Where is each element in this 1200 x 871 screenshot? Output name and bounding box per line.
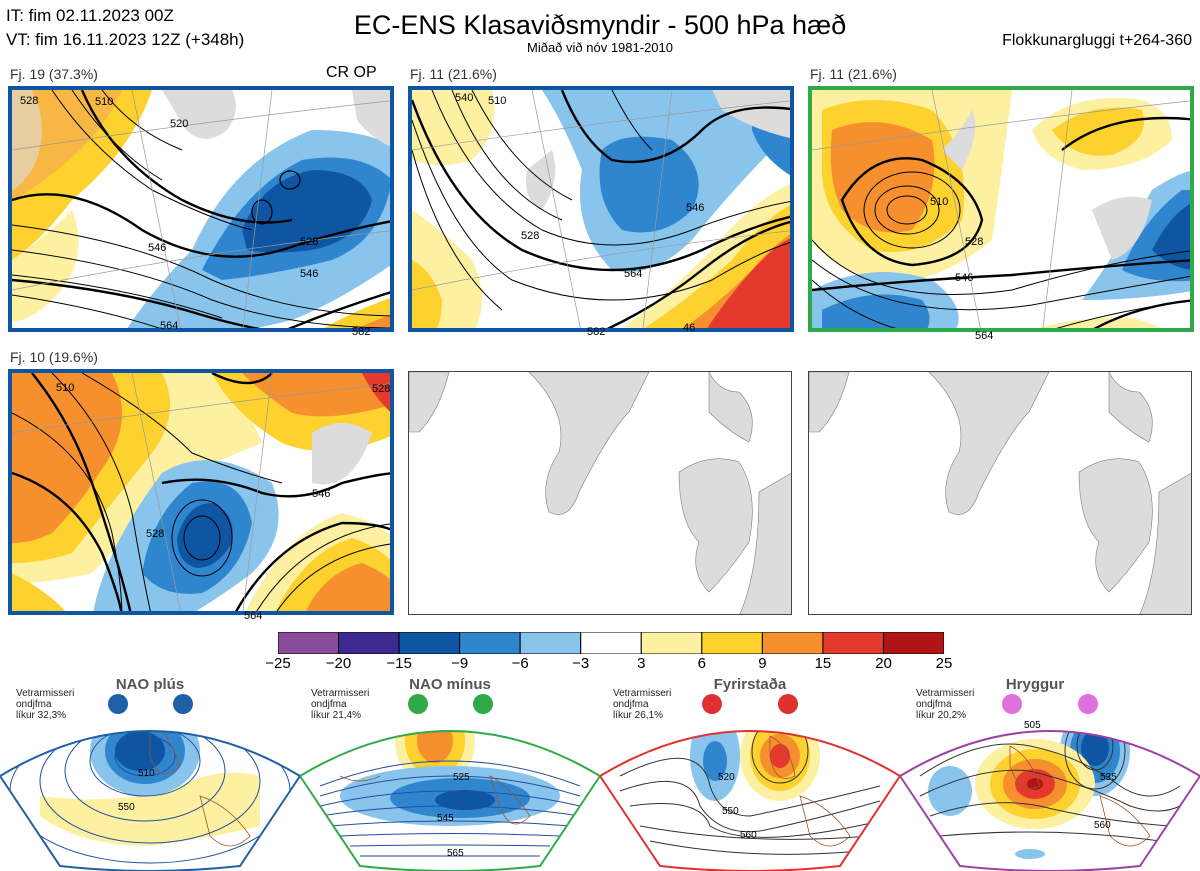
colorbar-tick-label: 15 [814,655,832,672]
contour-label: 582 [587,326,606,338]
colorbar-swatch [338,632,400,654]
colorbar-tick-label: 3 [637,655,646,672]
colorbar-tick-label: −25 [265,655,291,672]
regime-3-marker [778,694,798,714]
colorbar-tick-label: −6 [511,655,529,672]
regime-3-info: Vetrarmisseri ondjfma líkur 26,1% [613,688,672,721]
regime-4-marker [1002,694,1022,714]
cluster-3-map [808,86,1194,332]
colorbar-swatch [822,632,884,654]
contour-label: 546 [955,272,974,284]
regime-3-marker [702,694,722,714]
colorbar-swatch [519,632,582,654]
page-title: EC-ENS Klasaviðsmyndir - 500 hPa hæð [353,10,847,40]
colorbar [278,632,944,654]
regime-4-info: Vetrarmisseri ondjfma líkur 20,2% [916,688,975,721]
contour-label: 546 [686,202,705,214]
regime-3-title: Fyrirstaða [713,676,787,693]
valid-time: VT: fim 16.11.2023 12Z (+348h) [6,30,245,49]
regime-contour-label: 550 [118,802,135,813]
regime-contour-label: 560 [740,830,757,841]
colorbar-swatch [278,632,340,654]
regime-1-title: NAO plús [115,676,185,693]
cluster-3-label: Fj. 11 (21.6%) [810,66,897,82]
contour-label: 546 [148,242,167,254]
contour-label: 582 [352,326,371,338]
contour-label: 528 [965,236,984,248]
contour-label: 520 [170,118,189,130]
contour-label: 564 [244,610,263,622]
regime-contour-label: 565 [447,848,464,859]
regime-ridge [900,694,1200,871]
regime-2-marker [473,694,493,714]
colorbar-tick-label: −3 [572,655,590,672]
regime-nao-plus [0,694,300,871]
regime-2-info: Vetrarmisseri ondjfma líkur 21,4% [311,688,370,721]
contour-label: 540 [455,92,474,104]
regime-contour-label: 510 [138,768,155,779]
empty-map-1 [408,371,792,615]
cluster-2-map [408,86,794,332]
contour-label: 510 [488,95,507,107]
colorbar-swatch [640,632,703,654]
contour-label: 564 [975,330,994,342]
contour-label: 528 [521,230,540,242]
regime-blocking [600,694,900,871]
colorbar-swatch [398,632,461,654]
regime-nao-minus [300,694,600,871]
regime-4-title: Hryggur [1005,676,1065,693]
colorbar-tick-label: −15 [386,655,412,672]
colorbar-tick-label: 9 [758,655,767,672]
contour-label: 528 [146,528,165,540]
regime-contour-label: 520 [718,772,735,783]
regime-contour-label: 545 [437,813,454,824]
colorbar-tick-label: −9 [451,655,469,672]
colorbar-swatch [580,632,642,654]
cluster-1-map [8,86,394,332]
regime-2-marker [408,694,428,714]
regime-contour-label: 525 [453,772,470,783]
empty-map-2 [808,371,1192,615]
regime-contour-label: 535 [1100,772,1117,783]
contour-label: 46 [683,322,696,334]
cluster-4-map [8,369,394,615]
cluster-1-label: Fj. 19 (37.3%) [10,66,98,82]
regime-contour-label: 550 [722,806,739,817]
contour-label: 564 [624,268,643,280]
colorbar-swatch [882,632,944,654]
contour-label: 546 [312,488,331,500]
regime-1-info: Vetrarmisseri ondjfma líkur 32,3% [16,688,75,721]
contour-label: 564 [160,320,179,332]
regime-4-marker [1078,694,1098,714]
init-time: IT: fim 02.11.2023 00Z [6,6,174,25]
colorbar-swatch [701,632,763,654]
contour-label: 510 [930,196,949,208]
contour-label: 546 [300,268,319,280]
colorbar-tick-label: 25 [935,655,953,672]
colorbar-swatch [761,632,824,654]
cluster-2-label: Fj. 11 (21.6%) [410,66,497,82]
regime-1-marker [173,694,193,714]
colorbar-tick-label: 6 [697,655,706,672]
regime-contour-label: 505 [1024,720,1041,731]
contour-label: 510 [95,96,114,108]
regime-2-title: NAO mínus [409,676,491,693]
classification-window: Flokkunargluggi t+264-360 [1002,32,1192,49]
regime-1-marker [108,694,128,714]
cluster-4-label: Fj. 10 (19.6%) [10,349,98,365]
colorbar-swatch [459,632,521,654]
colorbar-tick-label: 20 [875,655,892,672]
regime-contour-label: 560 [1094,820,1111,831]
page-subtitle: Miðað við nóv 1981-2010 [527,40,673,55]
colorbar-tick-label: −20 [325,655,352,672]
contour-label: 528 [20,95,39,107]
contour-label: 510 [56,382,75,394]
contour-label: 528 [372,383,391,395]
cr-op-label: CR OP [326,64,377,81]
contour-label: 528 [300,236,319,248]
